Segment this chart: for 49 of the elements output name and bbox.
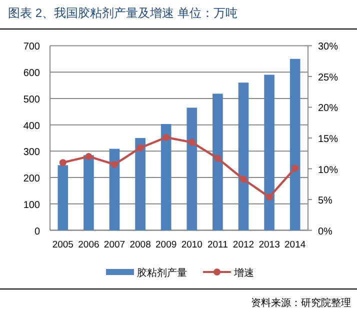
bar <box>109 148 120 230</box>
bar <box>264 74 274 230</box>
y-tick-label: 0 <box>34 226 40 238</box>
x-tick-label: 2014 <box>284 239 306 250</box>
x-tick-label: 2010 <box>181 239 202 250</box>
legend-label: 增速 <box>233 267 254 279</box>
point <box>162 134 170 141</box>
x-tick-label: 2006 <box>78 239 100 250</box>
x-tick-label: 2008 <box>130 239 151 250</box>
bar <box>238 82 249 230</box>
text: 资料来源：研究院整理 <box>251 297 351 309</box>
chart-title: 图表 2、我国胶粘剂产量及增速 单位：万吨 <box>8 6 238 20</box>
y-tick-label: 600 <box>23 68 40 80</box>
y2-tick-label: 30% <box>318 42 338 53</box>
y2-tick-label: 10% <box>318 164 338 176</box>
point <box>188 138 196 146</box>
x-tick-label: 2007 <box>104 239 126 250</box>
bar <box>212 94 223 230</box>
bar <box>84 155 94 230</box>
point <box>136 144 144 152</box>
y2-tick-label: 20% <box>318 103 338 114</box>
x-tick-label: 2013 <box>258 239 280 250</box>
x-tick-label: 2012 <box>232 239 254 250</box>
point <box>59 159 66 166</box>
y-tick-label: 200 <box>23 174 40 185</box>
y2-tick-label: 0% <box>318 226 333 238</box>
y-tick-label: 700 <box>23 42 40 53</box>
x-tick-label: 2009 <box>156 239 177 250</box>
point <box>111 160 118 168</box>
y2-tick-label: 25% <box>318 72 338 84</box>
point <box>266 194 273 201</box>
point <box>85 152 92 160</box>
x-tick-label: 2005 <box>52 239 74 250</box>
bar <box>135 138 146 230</box>
y2-tick-label: 5% <box>318 196 333 207</box>
bar <box>290 58 300 230</box>
point <box>292 164 299 172</box>
bar <box>58 165 68 230</box>
y-tick-label: 400 <box>23 120 40 132</box>
legend-label: 胶粘剂产量 <box>137 267 187 279</box>
point <box>214 154 222 162</box>
bar <box>186 108 198 230</box>
y-tick-label: 300 <box>23 147 40 158</box>
bar <box>160 124 172 230</box>
x-tick-label: 2011 <box>207 239 228 250</box>
point <box>240 176 247 183</box>
y2-tick-label: 15% <box>318 134 338 145</box>
y-tick-label: 500 <box>23 94 40 106</box>
y-tick-label: 100 <box>23 200 40 211</box>
